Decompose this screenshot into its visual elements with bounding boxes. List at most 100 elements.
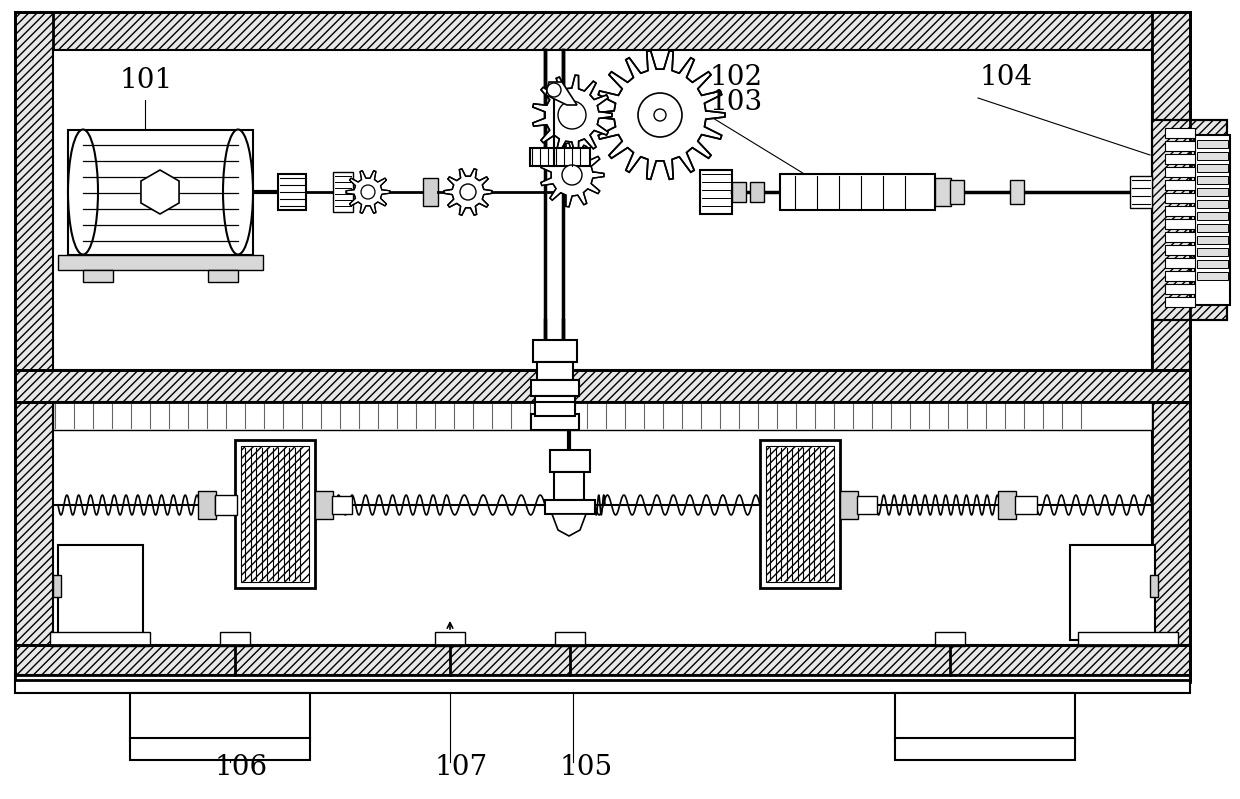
Bar	[1166, 245, 1195, 255]
Circle shape	[653, 109, 666, 121]
Bar	[58, 255, 263, 270]
Bar	[760, 440, 839, 588]
Bar	[1166, 271, 1195, 281]
Bar	[701, 170, 732, 214]
Bar	[1166, 128, 1195, 138]
Bar	[53, 402, 1152, 645]
Bar	[50, 632, 150, 646]
Text: 102: 102	[711, 64, 763, 91]
Bar	[895, 738, 1075, 760]
Circle shape	[460, 184, 476, 200]
Bar	[15, 12, 1190, 50]
Bar	[15, 370, 1190, 402]
Text: 105: 105	[560, 754, 613, 781]
Polygon shape	[533, 75, 613, 155]
Bar	[537, 362, 573, 380]
Bar	[58, 545, 143, 640]
Text: 101: 101	[120, 67, 174, 94]
Bar	[278, 174, 306, 210]
Bar	[15, 12, 53, 682]
Text: 103: 103	[711, 89, 763, 116]
Bar	[1166, 232, 1195, 242]
Bar	[130, 693, 310, 741]
Circle shape	[562, 165, 582, 185]
Circle shape	[558, 101, 587, 129]
Bar	[1197, 152, 1228, 160]
Bar	[236, 440, 315, 588]
Bar	[332, 496, 352, 514]
Polygon shape	[444, 169, 492, 215]
Bar	[130, 738, 310, 760]
Bar	[732, 182, 746, 202]
Circle shape	[547, 83, 560, 97]
Bar	[1166, 154, 1195, 164]
Bar	[1195, 135, 1230, 305]
Circle shape	[639, 93, 682, 137]
Bar	[1166, 284, 1195, 294]
Bar	[1152, 12, 1190, 682]
Bar	[1197, 176, 1228, 184]
Bar	[53, 402, 1152, 430]
Bar	[1152, 120, 1228, 320]
Bar	[15, 12, 1190, 680]
Bar	[83, 270, 113, 282]
Bar	[766, 446, 835, 582]
Bar	[1197, 248, 1228, 256]
Bar	[15, 645, 1190, 675]
Bar	[15, 370, 1190, 402]
Bar	[208, 270, 238, 282]
Bar	[998, 491, 1016, 519]
Bar	[556, 632, 585, 646]
Bar	[53, 50, 1152, 370]
Bar	[241, 446, 309, 582]
Bar	[1016, 496, 1037, 514]
Bar	[463, 180, 475, 204]
Bar	[1166, 219, 1195, 229]
Bar	[780, 174, 935, 210]
Bar	[15, 675, 1190, 693]
Bar	[1166, 180, 1195, 190]
Bar	[1197, 236, 1228, 244]
Polygon shape	[546, 82, 577, 105]
Polygon shape	[552, 514, 587, 536]
Bar	[1070, 545, 1154, 640]
Bar	[53, 575, 61, 597]
Bar	[1166, 206, 1195, 216]
Bar	[554, 472, 584, 500]
Bar	[895, 693, 1075, 741]
Bar	[215, 496, 237, 514]
Polygon shape	[141, 170, 179, 214]
Bar	[1197, 200, 1228, 208]
Bar	[750, 182, 764, 202]
Bar	[1197, 212, 1228, 220]
Bar	[1078, 632, 1178, 646]
Bar	[551, 450, 590, 472]
Bar	[1197, 164, 1228, 172]
Bar	[1197, 140, 1228, 148]
Bar	[935, 632, 965, 646]
Polygon shape	[541, 143, 604, 207]
Bar	[950, 180, 963, 204]
Polygon shape	[346, 171, 389, 213]
Bar	[1197, 188, 1228, 196]
Bar	[423, 178, 438, 206]
Bar	[1166, 297, 1195, 307]
Bar	[15, 645, 1190, 675]
Bar	[531, 414, 579, 430]
Bar	[15, 645, 1190, 680]
Text: 104: 104	[980, 64, 1033, 91]
Bar	[534, 402, 575, 416]
Bar	[198, 491, 216, 519]
Bar	[529, 148, 590, 166]
Bar	[534, 396, 575, 410]
Bar	[1166, 141, 1195, 151]
Bar	[219, 632, 250, 646]
Bar	[546, 500, 595, 514]
Bar	[1152, 120, 1228, 320]
Polygon shape	[595, 50, 725, 179]
Bar	[935, 178, 951, 206]
Bar	[1166, 193, 1195, 203]
Bar	[334, 172, 353, 212]
Text: 107: 107	[435, 754, 489, 781]
Bar	[315, 491, 334, 519]
